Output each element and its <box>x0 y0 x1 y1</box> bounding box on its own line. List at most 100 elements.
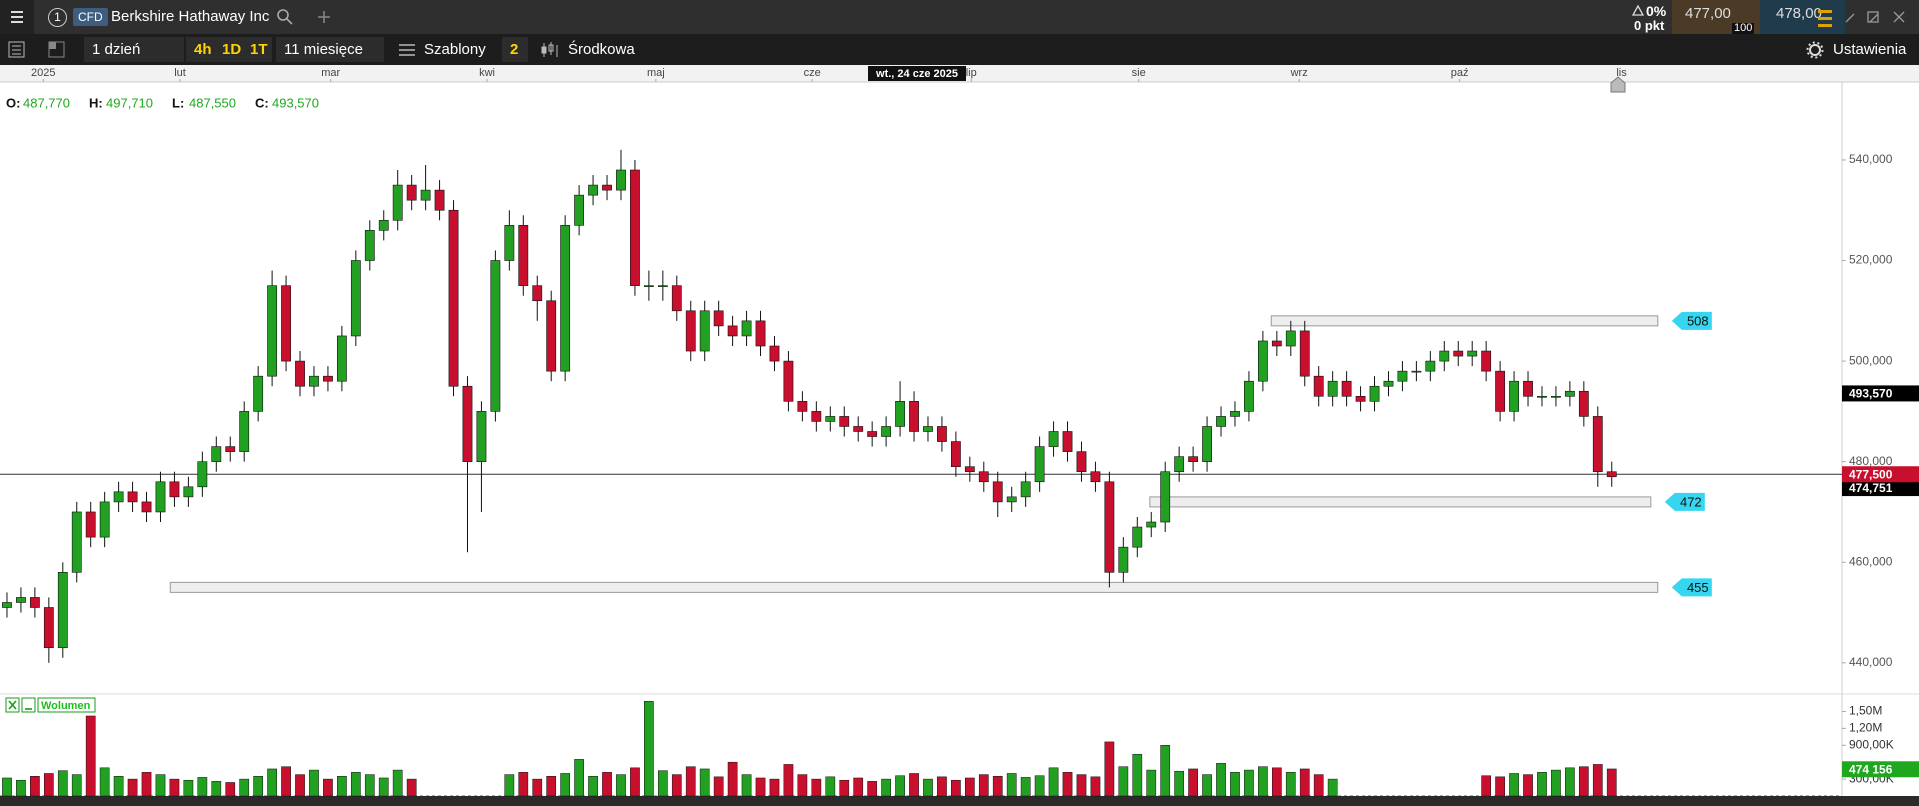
volume-bar <box>504 774 515 797</box>
candle-body <box>85 511 96 538</box>
volume-bar <box>588 776 598 797</box>
candle-body <box>671 285 682 312</box>
zone-label: 508 <box>1687 313 1709 328</box>
candle-body <box>1341 380 1352 397</box>
volume-bar <box>783 764 794 797</box>
volume-bar <box>71 774 82 797</box>
layout-icon[interactable] <box>48 41 66 59</box>
candle-body <box>57 572 68 649</box>
price-type-button[interactable]: Środkowa <box>568 41 635 58</box>
menu-button[interactable] <box>0 0 34 34</box>
volume-bar <box>1118 766 1129 797</box>
current-price-label: 477,500 <box>1849 467 1893 481</box>
candle-body <box>881 426 892 437</box>
candle-body <box>1271 340 1282 347</box>
candle-body <box>713 310 724 327</box>
volume-minimize-button[interactable] <box>21 697 36 713</box>
ohlc-key: H: <box>89 95 103 110</box>
volume-bar <box>518 772 529 797</box>
volume-bar <box>364 774 375 797</box>
volume-bar <box>532 778 543 797</box>
volume-bar <box>909 773 919 797</box>
y-tick-label: 540,000 <box>1849 152 1893 166</box>
x-tick-label: 2025 <box>31 67 55 79</box>
toolbar: 1 dzień 4h 1D 1T 11 miesięce Szablony 2 … <box>0 34 1919 65</box>
zone <box>1270 315 1659 327</box>
volume-bar <box>127 778 138 797</box>
buy-box[interactable]: 478,00 <box>1760 0 1845 34</box>
settings-icon <box>1806 41 1824 59</box>
add-tab-icon[interactable] <box>316 9 332 25</box>
volume-bar <box>1606 768 1617 797</box>
candle-body <box>532 285 543 302</box>
candle-body <box>1174 456 1185 473</box>
quick-1d[interactable]: 1D <box>214 37 244 62</box>
candle-body <box>1313 375 1324 397</box>
candle-body <box>1230 411 1240 417</box>
candle-body <box>1006 496 1017 503</box>
quick-1t[interactable]: 1T <box>242 37 272 62</box>
settings-button[interactable]: Ustawienia <box>1833 41 1907 58</box>
volume-bar <box>964 777 975 797</box>
candle-body <box>1495 370 1506 412</box>
volume-bar <box>1104 741 1115 797</box>
volume-bar <box>1048 767 1059 797</box>
volume-bar <box>574 759 584 797</box>
volume-bar <box>839 779 850 797</box>
candle-body <box>727 325 738 337</box>
zone <box>169 581 1659 593</box>
volume-bar <box>2 777 12 797</box>
volume-bar <box>1565 767 1575 797</box>
candle-body <box>336 335 347 382</box>
y-tick-label: 460,000 <box>1849 554 1893 568</box>
candle-body <box>1104 481 1115 573</box>
candle-body <box>1355 395 1366 402</box>
candle-body <box>406 184 417 201</box>
volume-bar <box>616 774 626 797</box>
volume-bar <box>685 766 696 797</box>
volume-bar <box>141 772 152 797</box>
range-button[interactable]: 11 miesięce <box>276 37 384 62</box>
volume-bar <box>811 778 822 797</box>
interval-button[interactable]: 1 dzień <box>84 37 184 62</box>
candle-body <box>1257 340 1268 382</box>
zone-label-box <box>1671 311 1712 330</box>
instrument-name[interactable]: Berkshire Hathaway Inc <box>111 8 270 25</box>
candle-body <box>448 209 459 387</box>
candle-body <box>1411 370 1422 373</box>
quick-4h[interactable]: 4h <box>186 37 216 62</box>
candle-body <box>1523 380 1533 397</box>
candle-body <box>964 466 975 473</box>
top-bar: 1 CFD Berkshire Hathaway Inc 0% 0 pkt 47… <box>0 0 1919 34</box>
volume-bar <box>1327 778 1338 797</box>
candle-body <box>755 320 766 347</box>
volume-bar <box>630 767 640 797</box>
candle-body <box>434 189 445 211</box>
list-icon[interactable] <box>8 41 26 59</box>
candle-body <box>769 345 780 362</box>
templates-button[interactable]: Szablony <box>424 41 486 58</box>
volume-bar <box>406 778 417 797</box>
candle-body <box>643 285 654 287</box>
templates-count[interactable]: 2 <box>502 37 528 62</box>
candle-body <box>867 431 878 437</box>
buy-price: 478,00 <box>1776 5 1822 22</box>
volume-bar <box>1216 763 1226 797</box>
x-tick-label: lip <box>966 67 977 79</box>
candle-body <box>685 310 696 352</box>
volume-bar <box>713 776 724 797</box>
candle-body <box>895 401 905 427</box>
volume-tick-label: 1,20M <box>1849 721 1882 735</box>
candle-body <box>797 401 808 412</box>
candle-body <box>392 184 403 221</box>
tab-number[interactable]: 1 <box>48 8 67 27</box>
zone-label: 455 <box>1687 580 1709 595</box>
volume-bar <box>239 778 250 797</box>
candle-body <box>1090 471 1101 483</box>
volume-bar <box>1076 774 1087 797</box>
search-icon[interactable] <box>276 8 294 26</box>
volume-bar <box>546 776 557 797</box>
x-tick-label: kwi <box>479 67 495 79</box>
volume-bar <box>253 776 264 797</box>
candle-body <box>1481 350 1492 372</box>
